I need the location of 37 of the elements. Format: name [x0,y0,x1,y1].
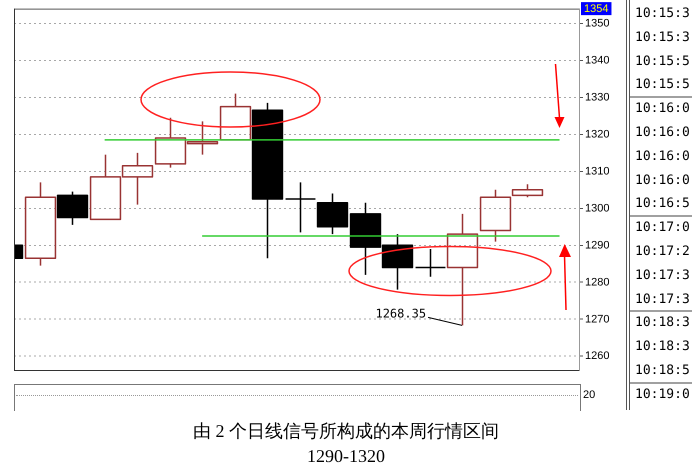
text: 10:19:0 [635,386,690,402]
annotation: 1354 [584,3,608,16]
candlestick [414,248,446,278]
y-tick-label: 1320 [585,128,610,140]
text: 10:16:0 [635,148,690,164]
text: 10:16:0 [635,125,690,140]
text: 1268.35 [375,306,426,320]
text: 10:15:5 [635,54,690,69]
text: 10:15:3 [635,6,690,21]
candlestick [446,213,478,326]
candlestick [480,189,512,242]
y-tick-label: 1310 [585,165,610,178]
text: 10:15:5 [635,77,690,92]
text: 1290-1320 [307,446,385,466]
y-tick-label: 1340 [585,54,610,66]
text: 由 2 个日线信号所构成的本周行情区间 [193,421,499,441]
text: 10:16:5 [635,196,690,212]
candlestick [284,182,316,234]
text: 10:16:0 [635,101,690,116]
text: 10:16:0 [635,172,690,188]
text: 10:17:3 [635,292,690,307]
text: 10:18:5 [635,363,690,378]
y-tick-label: 1300 [585,202,610,214]
y-tick-label: 1260 [585,350,610,362]
y-tick-label: 1270 [585,313,610,326]
text: 10:17:0 [635,220,690,236]
text: 10:17:2 [635,244,690,259]
y-tick-label: 1350 [585,17,610,30]
text: 10:18:3 [635,339,690,354]
text: 10:17:3 [635,268,690,283]
text: 10:18:3 [635,315,690,330]
y-tick-label: 1280 [585,276,610,288]
y-tick-label: 1330 [585,91,610,104]
candlestick [24,182,56,266]
y-tick-label: 1290 [585,239,610,252]
text: 10:15:3 [635,30,690,45]
text: 20 [583,388,596,402]
